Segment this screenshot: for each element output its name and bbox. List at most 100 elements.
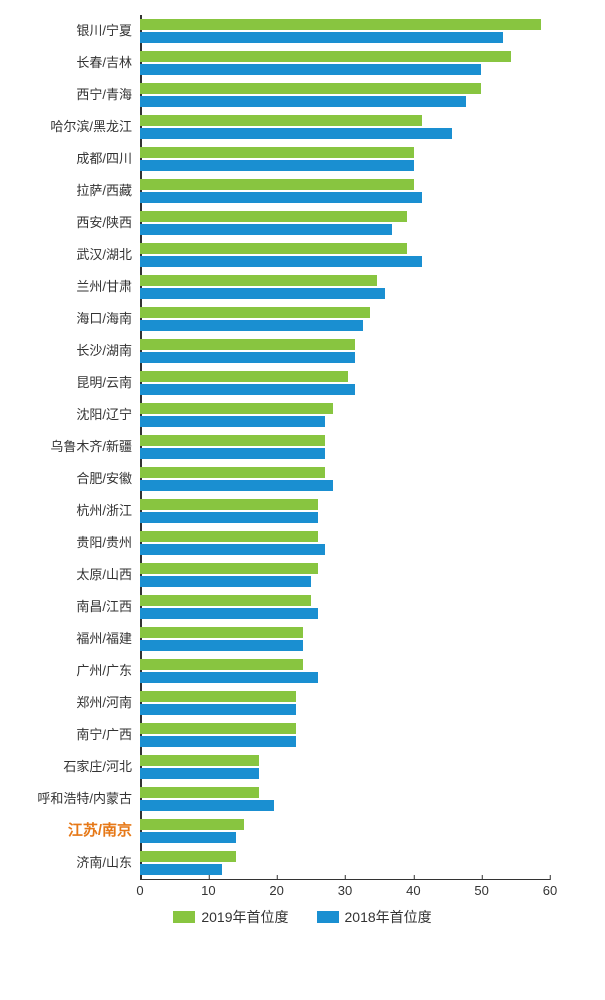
bar-v2019 xyxy=(140,371,348,382)
bar-v2019 xyxy=(140,275,377,286)
table-row: 西安/陕西 xyxy=(20,207,585,239)
legend-swatch-2018 xyxy=(317,911,339,923)
bar-v2018 xyxy=(140,384,355,395)
category-label: 哈尔滨/黑龙江 xyxy=(20,120,140,134)
table-row: 拉萨/西藏 xyxy=(20,175,585,207)
bar-group xyxy=(140,79,585,111)
table-row: 济南/山东 xyxy=(20,847,585,879)
bar-v2019 xyxy=(140,211,407,222)
table-row: 银川/宁夏 xyxy=(20,15,585,47)
bar-v2019 xyxy=(140,467,325,478)
bar-v2019 xyxy=(140,243,407,254)
bar-v2019 xyxy=(140,595,311,606)
bar-group xyxy=(140,207,585,239)
table-row: 江苏/南京 xyxy=(20,815,585,847)
category-label: 杭州/浙江 xyxy=(20,504,140,518)
bar-v2019 xyxy=(140,691,296,702)
legend-item-2019: 2019年首位度 xyxy=(173,907,288,927)
bar-group xyxy=(140,15,585,47)
bar-v2019 xyxy=(140,307,370,318)
bar-v2019 xyxy=(140,435,325,446)
x-tick: 30 xyxy=(338,880,352,898)
category-label: 西安/陕西 xyxy=(20,216,140,230)
category-label: 贵阳/贵州 xyxy=(20,536,140,550)
table-row: 石家庄/河北 xyxy=(20,751,585,783)
category-label: 南昌/江西 xyxy=(20,600,140,614)
bar-group xyxy=(140,591,585,623)
category-label: 沈阳/辽宁 xyxy=(20,408,140,422)
table-row: 呼和浩特/内蒙古 xyxy=(20,783,585,815)
bar-v2019 xyxy=(140,563,318,574)
category-label: 银川/宁夏 xyxy=(20,24,140,38)
bar-group xyxy=(140,815,585,847)
bar-v2019 xyxy=(140,787,259,798)
category-label: 成都/四川 xyxy=(20,152,140,166)
table-row: 长春/吉林 xyxy=(20,47,585,79)
bar-v2018 xyxy=(140,768,259,779)
primacy-bar-chart: 银川/宁夏长春/吉林西宁/青海哈尔滨/黑龙江成都/四川拉萨/西藏西安/陕西武汉/… xyxy=(20,15,585,927)
bar-v2018 xyxy=(140,192,422,203)
table-row: 南昌/江西 xyxy=(20,591,585,623)
bar-group xyxy=(140,495,585,527)
bar-v2019 xyxy=(140,755,259,766)
category-label: 长春/吉林 xyxy=(20,56,140,70)
bar-v2018 xyxy=(140,736,296,747)
table-row: 长沙/湖南 xyxy=(20,335,585,367)
table-row: 哈尔滨/黑龙江 xyxy=(20,111,585,143)
table-row: 海口/海南 xyxy=(20,303,585,335)
bar-v2018 xyxy=(140,96,466,107)
category-label: 南宁/广西 xyxy=(20,728,140,742)
bar-v2018 xyxy=(140,64,481,75)
bar-v2018 xyxy=(140,544,325,555)
bar-v2018 xyxy=(140,640,303,651)
bar-v2018 xyxy=(140,128,452,139)
bar-v2018 xyxy=(140,32,503,43)
category-label: 福州/福建 xyxy=(20,632,140,646)
x-axis: 0102030405060 xyxy=(140,879,550,901)
bar-v2018 xyxy=(140,416,325,427)
category-label: 济南/山东 xyxy=(20,856,140,870)
bar-group xyxy=(140,143,585,175)
chart-rows: 银川/宁夏长春/吉林西宁/青海哈尔滨/黑龙江成都/四川拉萨/西藏西安/陕西武汉/… xyxy=(20,15,585,879)
bar-group xyxy=(140,431,585,463)
bar-v2019 xyxy=(140,83,481,94)
bar-group xyxy=(140,175,585,207)
category-label: 乌鲁木齐/新疆 xyxy=(20,440,140,454)
bar-group xyxy=(140,271,585,303)
legend-item-2018: 2018年首位度 xyxy=(317,907,432,927)
bar-v2018 xyxy=(140,576,311,587)
bar-v2019 xyxy=(140,403,333,414)
bar-v2019 xyxy=(140,819,244,830)
table-row: 兰州/甘肃 xyxy=(20,271,585,303)
bar-v2018 xyxy=(140,224,392,235)
bar-group xyxy=(140,527,585,559)
bar-group xyxy=(140,719,585,751)
bar-group xyxy=(140,399,585,431)
legend-label-2019: 2019年首位度 xyxy=(201,907,288,927)
legend: 2019年首位度 2018年首位度 xyxy=(20,907,585,927)
bar-v2019 xyxy=(140,51,511,62)
table-row: 沈阳/辽宁 xyxy=(20,399,585,431)
bar-v2018 xyxy=(140,864,222,875)
category-label: 武汉/湖北 xyxy=(20,248,140,262)
bar-v2018 xyxy=(140,480,333,491)
bar-v2018 xyxy=(140,832,236,843)
category-label: 西宁/青海 xyxy=(20,88,140,102)
x-tick: 20 xyxy=(269,880,283,898)
bar-v2019 xyxy=(140,147,414,158)
legend-label-2018: 2018年首位度 xyxy=(345,907,432,927)
category-label: 呼和浩特/内蒙古 xyxy=(20,792,140,806)
bar-v2018 xyxy=(140,448,325,459)
bar-v2018 xyxy=(140,512,318,523)
bar-v2018 xyxy=(140,320,363,331)
table-row: 成都/四川 xyxy=(20,143,585,175)
bar-group xyxy=(140,559,585,591)
bar-v2019 xyxy=(140,115,422,126)
bar-group xyxy=(140,463,585,495)
bar-v2019 xyxy=(140,627,303,638)
bar-v2018 xyxy=(140,800,274,811)
category-label: 兰州/甘肃 xyxy=(20,280,140,294)
category-label: 广州/广东 xyxy=(20,664,140,678)
bar-v2018 xyxy=(140,704,296,715)
bar-v2018 xyxy=(140,672,318,683)
